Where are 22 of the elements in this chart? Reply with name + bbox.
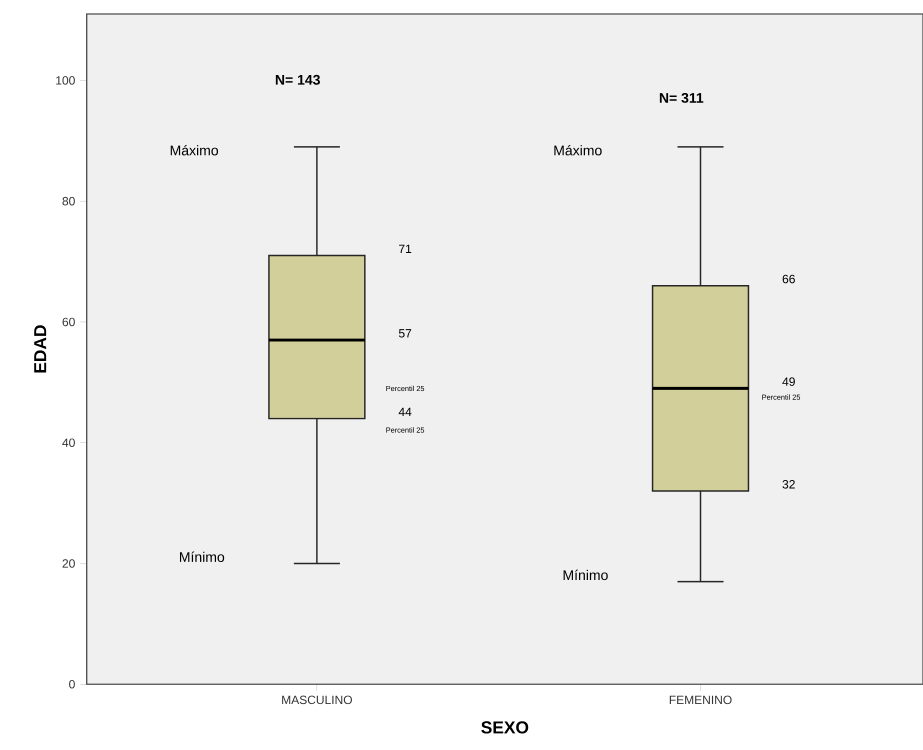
y-tick-label: 60: [62, 318, 75, 326]
annotation: N= 311: [660, 93, 704, 104]
annotation: 49: [782, 378, 795, 386]
annotation: 44: [398, 408, 412, 416]
y-tick-label: 80: [62, 197, 75, 206]
annotation: N= 143: [276, 75, 320, 85]
annotation: Mínimo: [564, 570, 608, 580]
x-axis-title: SEXO: [481, 721, 528, 734]
annotation: 32: [782, 480, 795, 489]
annotation: 66: [782, 274, 795, 284]
y-tick-label: 20: [62, 559, 75, 568]
annotation: Mínimo: [180, 552, 224, 562]
y-tick-label: 100: [56, 76, 75, 85]
x-tick-label: FEMENINO: [670, 696, 732, 704]
y-tick-label: 0: [69, 680, 75, 689]
annotation: 57: [398, 329, 412, 338]
annotation: Máximo: [170, 145, 218, 156]
y-axis-title: EDAD: [34, 325, 46, 373]
annotation: 71: [399, 244, 412, 254]
x-tick-label: MASCULINO: [282, 696, 352, 704]
annotation: Máximo: [554, 145, 602, 156]
y-tick-label: 40: [62, 438, 75, 448]
